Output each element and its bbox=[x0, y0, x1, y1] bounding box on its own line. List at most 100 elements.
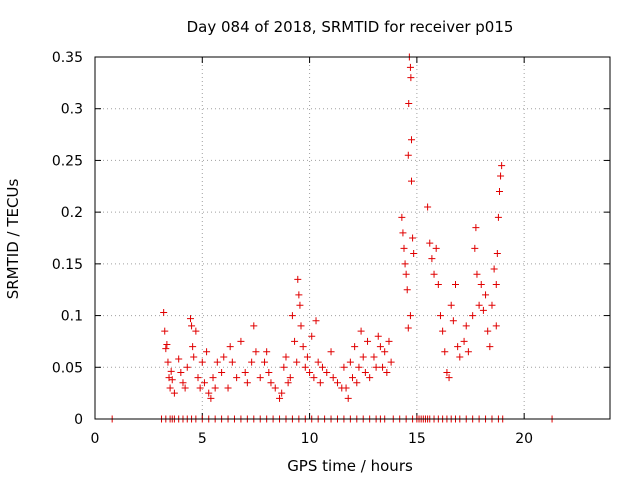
data-point bbox=[233, 374, 241, 382]
data-point bbox=[329, 374, 337, 382]
data-point bbox=[445, 374, 453, 382]
data-point bbox=[192, 327, 200, 335]
data-point bbox=[333, 379, 341, 387]
data-point bbox=[479, 306, 487, 314]
data-point bbox=[312, 317, 320, 325]
y-tick-label: 0.35 bbox=[52, 50, 83, 66]
data-point bbox=[252, 348, 260, 356]
y-tick-label: 0.15 bbox=[52, 257, 83, 273]
y-tick-label: 0.1 bbox=[61, 309, 83, 325]
data-point bbox=[364, 337, 372, 345]
data-point bbox=[243, 379, 251, 387]
data-point bbox=[495, 187, 503, 195]
data-point bbox=[190, 353, 198, 361]
data-point bbox=[355, 363, 363, 371]
data-point bbox=[353, 379, 361, 387]
y-tick-label: 0.05 bbox=[52, 360, 83, 376]
y-tick-label: 0.3 bbox=[61, 102, 83, 118]
data-point bbox=[494, 213, 502, 221]
data-point bbox=[296, 301, 304, 309]
data-point bbox=[299, 343, 307, 351]
data-point bbox=[408, 136, 416, 144]
data-point bbox=[357, 327, 365, 335]
x-tick-label: 20 bbox=[515, 431, 533, 447]
data-point bbox=[497, 172, 505, 180]
data-point bbox=[469, 312, 477, 320]
data-point bbox=[405, 100, 413, 108]
data-point bbox=[436, 312, 444, 320]
data-point bbox=[374, 332, 382, 340]
data-point bbox=[265, 368, 273, 376]
data-point bbox=[488, 301, 496, 309]
data-point bbox=[224, 384, 232, 392]
data-point bbox=[237, 337, 245, 345]
data-point bbox=[401, 260, 409, 268]
y-axis-label: SRMTID / TECUs bbox=[4, 179, 22, 300]
data-point bbox=[303, 353, 311, 361]
data-point bbox=[432, 244, 440, 252]
data-point bbox=[228, 358, 236, 366]
data-point bbox=[323, 368, 331, 376]
data-point bbox=[179, 379, 187, 387]
data-point bbox=[308, 332, 316, 340]
data-point bbox=[316, 379, 324, 387]
data-point bbox=[473, 270, 481, 278]
data-point bbox=[370, 353, 378, 361]
data-point bbox=[486, 343, 494, 351]
data-point bbox=[301, 363, 309, 371]
x-tick-label: 5 bbox=[198, 431, 207, 447]
data-point bbox=[475, 301, 483, 309]
data-point bbox=[407, 74, 415, 82]
data-point bbox=[163, 341, 171, 349]
data-point bbox=[490, 265, 498, 273]
data-point bbox=[344, 394, 352, 402]
data-point bbox=[162, 345, 170, 353]
data-point bbox=[271, 384, 279, 392]
data-point bbox=[226, 343, 234, 351]
data-point bbox=[424, 203, 432, 211]
data-point bbox=[276, 394, 284, 402]
data-point bbox=[434, 281, 442, 289]
data-point bbox=[186, 315, 194, 323]
data-point bbox=[198, 358, 206, 366]
axis-ticks: 0 5 10 15 20 0 0.05 0.1 0.15 0.2 0.25 0.3 0.35 bbox=[52, 50, 610, 447]
data-point bbox=[383, 368, 391, 376]
data-point bbox=[372, 363, 380, 371]
data-point bbox=[297, 322, 305, 330]
data-point bbox=[306, 368, 314, 376]
data-point bbox=[428, 255, 436, 263]
data-point bbox=[181, 384, 189, 392]
data-point bbox=[175, 355, 183, 363]
data-point bbox=[256, 374, 264, 382]
data-point bbox=[267, 379, 275, 387]
data-point bbox=[205, 389, 213, 397]
data-point bbox=[406, 63, 414, 71]
data-point bbox=[498, 162, 506, 170]
data-point bbox=[342, 384, 350, 392]
y-tick-label: 0.25 bbox=[52, 153, 83, 169]
data-point bbox=[166, 384, 174, 392]
data-point bbox=[492, 322, 500, 330]
data-point bbox=[327, 348, 335, 356]
data-point bbox=[379, 363, 387, 371]
data-point bbox=[188, 322, 196, 330]
data-point bbox=[406, 312, 414, 320]
x-tick-label: 10 bbox=[301, 431, 319, 447]
data-point bbox=[250, 322, 258, 330]
x-tick-label: 0 bbox=[91, 431, 100, 447]
data-point bbox=[376, 343, 384, 351]
data-point bbox=[454, 343, 462, 351]
data-point bbox=[286, 374, 294, 382]
data-point bbox=[492, 281, 500, 289]
data-point bbox=[295, 291, 303, 299]
data-point bbox=[167, 367, 175, 375]
y-tick-label: 0 bbox=[74, 412, 83, 428]
data-point bbox=[261, 358, 269, 366]
data-point bbox=[194, 374, 202, 382]
data-point bbox=[449, 317, 457, 325]
data-point bbox=[410, 250, 418, 258]
data-point bbox=[294, 275, 302, 283]
data-point bbox=[310, 374, 318, 382]
data-point bbox=[203, 348, 211, 356]
data-point bbox=[426, 239, 434, 247]
